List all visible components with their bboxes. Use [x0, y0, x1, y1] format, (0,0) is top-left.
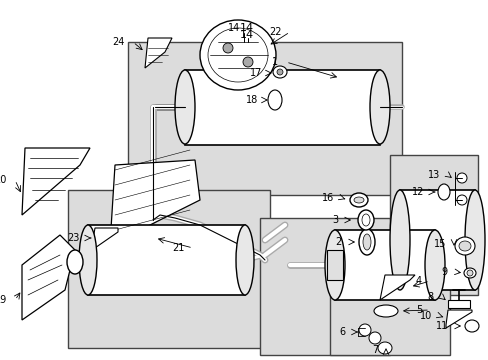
Ellipse shape [458, 241, 470, 251]
Ellipse shape [389, 190, 409, 290]
Ellipse shape [79, 225, 97, 295]
Text: 3: 3 [331, 215, 337, 225]
Ellipse shape [464, 320, 478, 332]
Ellipse shape [357, 210, 373, 230]
Ellipse shape [437, 184, 449, 200]
Text: 16: 16 [321, 193, 333, 203]
Text: 21: 21 [172, 243, 184, 253]
Ellipse shape [454, 237, 474, 255]
Ellipse shape [223, 43, 232, 53]
Bar [399, 190, 474, 290]
Polygon shape [92, 228, 118, 250]
Text: 23: 23 [67, 233, 80, 243]
Text: 9: 9 [441, 267, 447, 277]
Ellipse shape [207, 28, 267, 82]
Text: 5: 5 [415, 305, 421, 315]
Polygon shape [22, 235, 75, 320]
Text: 22: 22 [269, 27, 282, 37]
Ellipse shape [200, 20, 275, 90]
Text: 20: 20 [0, 175, 7, 185]
Text: 15: 15 [433, 239, 445, 249]
Polygon shape [22, 148, 90, 215]
Text: 18: 18 [245, 95, 258, 105]
Text: 1: 1 [271, 57, 278, 67]
Bar [184, 70, 379, 145]
Ellipse shape [236, 225, 253, 295]
Text: 10: 10 [419, 311, 431, 321]
Polygon shape [110, 160, 200, 245]
Bar [68, 190, 269, 348]
Ellipse shape [67, 250, 83, 274]
Ellipse shape [358, 324, 370, 336]
Bar [128, 42, 401, 195]
Bar [88, 225, 244, 295]
Bar [326, 250, 342, 280]
Ellipse shape [358, 229, 374, 255]
Bar [260, 218, 389, 355]
Text: 11: 11 [435, 321, 447, 331]
Ellipse shape [276, 69, 283, 75]
Text: 8: 8 [427, 292, 433, 302]
Ellipse shape [464, 190, 484, 290]
Bar [447, 300, 469, 308]
Ellipse shape [361, 214, 369, 226]
Text: 14: 14 [240, 23, 254, 33]
Ellipse shape [325, 230, 345, 300]
Text: 13: 13 [427, 170, 439, 180]
Polygon shape [379, 275, 414, 300]
Ellipse shape [353, 197, 363, 203]
Ellipse shape [243, 57, 252, 67]
Ellipse shape [267, 90, 282, 110]
Text: 6: 6 [339, 327, 346, 337]
Ellipse shape [373, 305, 397, 317]
Ellipse shape [456, 195, 466, 205]
Bar [389, 155, 477, 295]
Ellipse shape [272, 66, 286, 78]
Ellipse shape [362, 234, 370, 250]
Text: 2: 2 [335, 237, 341, 247]
Ellipse shape [377, 342, 391, 354]
Text: 14: 14 [227, 23, 240, 33]
Text: 17: 17 [249, 68, 262, 78]
Text: 4: 4 [415, 276, 421, 286]
Ellipse shape [349, 193, 367, 207]
Bar [329, 248, 449, 355]
Ellipse shape [463, 268, 475, 278]
Ellipse shape [175, 70, 195, 144]
Text: 12: 12 [411, 187, 423, 197]
Text: 19: 19 [0, 295, 7, 305]
Text: 24: 24 [112, 37, 125, 47]
Polygon shape [445, 310, 471, 328]
Ellipse shape [368, 332, 380, 344]
Text: 14: 14 [240, 30, 254, 40]
Ellipse shape [424, 230, 444, 300]
Ellipse shape [369, 70, 389, 144]
Polygon shape [145, 38, 172, 68]
Ellipse shape [456, 173, 466, 183]
Bar [334, 230, 434, 300]
Ellipse shape [466, 270, 472, 276]
Text: 7: 7 [371, 345, 377, 355]
